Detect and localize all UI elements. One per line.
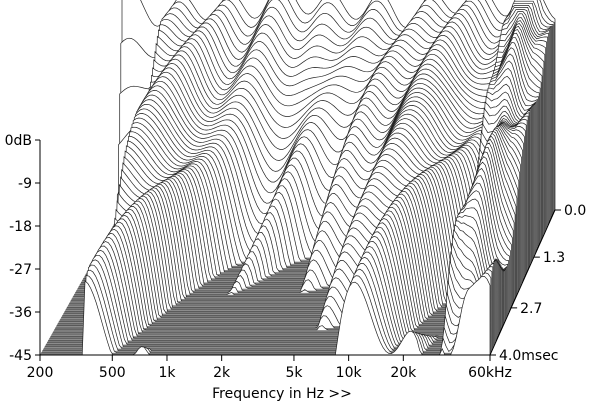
z-axis: 0.0 1.3 2.7 4.0msec xyxy=(489,203,586,364)
x-tick-label: 5k xyxy=(285,365,303,381)
slice-line xyxy=(98,60,537,252)
x-tick-label: 1k xyxy=(158,365,176,381)
slice-line xyxy=(109,20,546,234)
y-axis: 0dB -9 -18 -27 -36 -45 xyxy=(5,133,41,364)
slice-line xyxy=(120,0,555,213)
z-axis-line xyxy=(489,209,556,356)
y-tick-label: 0dB xyxy=(5,133,32,149)
x-tick-label: 2k xyxy=(213,365,231,381)
y-tick-label: -18 xyxy=(9,219,32,235)
slice-line xyxy=(97,67,536,254)
x-tick-label: 20k xyxy=(390,365,417,381)
slice-line xyxy=(116,2,552,219)
slice-line xyxy=(100,47,539,248)
slice-line xyxy=(65,161,511,310)
z-tick-label: 0.0 xyxy=(564,203,586,219)
slice-line xyxy=(119,0,554,215)
slice-line xyxy=(62,182,508,316)
slice-line xyxy=(105,29,543,240)
slice-line xyxy=(118,0,553,217)
y-tick-label: -9 xyxy=(18,176,32,192)
slice-line xyxy=(104,32,542,242)
waterfall-surface xyxy=(40,0,556,356)
y-tick-label: -45 xyxy=(9,348,32,364)
slice-line xyxy=(41,272,492,354)
slice-line xyxy=(57,206,505,325)
z-tick-label: 2.7 xyxy=(520,301,542,317)
y-tick-label: -36 xyxy=(9,305,32,321)
x-tick-label: 60kHz xyxy=(468,365,512,381)
slice-line xyxy=(103,37,541,244)
x-tick-label: 200 xyxy=(27,365,54,381)
slice-line xyxy=(102,41,540,246)
slice-line xyxy=(54,218,502,331)
x-tick-label: 10k xyxy=(336,365,363,381)
z-tick-label: 4.0msec xyxy=(499,348,559,364)
slice-line xyxy=(52,222,501,333)
slice-line xyxy=(106,25,544,238)
slice-fill xyxy=(41,272,491,353)
y-tick-label: -27 xyxy=(9,262,32,278)
x-axis-title: Frequency in Hz >> xyxy=(212,386,352,402)
z-tick-label: 1.3 xyxy=(543,250,565,266)
slice-line xyxy=(61,190,508,319)
x-axis: 200 500 1k 2k 5k 10k 20k 60kHz xyxy=(27,354,512,381)
slice-line xyxy=(107,22,545,236)
slice-line xyxy=(121,0,556,210)
slice-line xyxy=(99,53,538,250)
x-tick-label: 500 xyxy=(99,365,126,381)
